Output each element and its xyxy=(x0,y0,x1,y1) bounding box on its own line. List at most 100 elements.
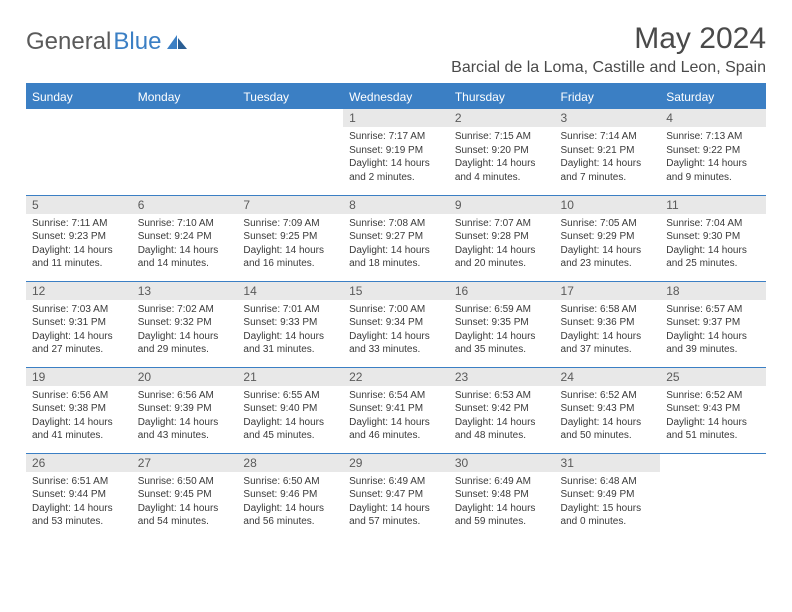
day-header-cell: Friday xyxy=(555,84,661,109)
day-info: Sunrise: 6:56 AMSunset: 9:38 PMDaylight:… xyxy=(32,389,126,443)
day-header-cell: Monday xyxy=(132,84,238,109)
day-info: Sunrise: 7:17 AMSunset: 9:19 PMDaylight:… xyxy=(349,130,443,184)
day-cell: 8 Sunrise: 7:08 AMSunset: 9:27 PMDaylight… xyxy=(343,195,449,281)
day-number: 16 xyxy=(449,282,555,300)
day-number: 18 xyxy=(660,282,766,300)
title-block: May 2024 Barcial de la Loma, Castille an… xyxy=(451,22,766,77)
day-cell: 5Sunrise: 7:11 AMSunset: 9:23 PMDaylight… xyxy=(26,195,132,281)
day-info: Sunrise: 6:49 AMSunset: 9:47 PMDaylight:… xyxy=(349,475,443,529)
day-cell: 23Sunrise: 6:53 AMSunset: 9:42 PMDayligh… xyxy=(449,367,555,453)
day-info: Sunrise: 6:56 AMSunset: 9:39 PMDaylight:… xyxy=(138,389,232,443)
week-row: 19 Sunrise: 6:56 AMSunset: 9:38 PMDayligh… xyxy=(26,367,766,453)
day-number: 12 xyxy=(26,282,132,300)
day-number: 30 xyxy=(449,454,555,472)
month-title: May 2024 xyxy=(451,22,766,56)
day-cell: 27Sunrise: 6:50 AMSunset: 9:45 PMDayligh… xyxy=(132,453,238,539)
day-cell xyxy=(660,453,766,539)
day-number: 8 xyxy=(343,196,449,214)
day-cell: 19 Sunrise: 6:56 AMSunset: 9:38 PMDayligh… xyxy=(26,367,132,453)
day-number: 13 xyxy=(132,282,238,300)
brand-part2: Blue xyxy=(113,28,161,56)
day-info: Sunrise: 7:13 AMSunset: 9:22 PMDaylight:… xyxy=(666,130,760,184)
day-number: 10 xyxy=(555,196,661,214)
day-cell: 22 Sunrise: 6:54 AMSunset: 9:41 PMDayligh… xyxy=(343,367,449,453)
day-header-cell: Sunday xyxy=(26,84,132,109)
day-info: Sunrise: 7:07 AMSunset: 9:28 PMDaylight:… xyxy=(455,217,549,271)
day-cell: 11 Sunrise: 7:04 AMSunset: 9:30 PMDayligh… xyxy=(660,195,766,281)
day-cell: 16 Sunrise: 6:59 AMSunset: 9:35 PMDayligh… xyxy=(449,281,555,367)
day-number: 24 xyxy=(555,368,661,386)
day-info: Sunrise: 6:58 AMSunset: 9:36 PMDaylight:… xyxy=(561,303,655,357)
location: Barcial de la Loma, Castille and Leon, S… xyxy=(451,59,766,77)
day-cell: 24 Sunrise: 6:52 AMSunset: 9:43 PMDayligh… xyxy=(555,367,661,453)
day-header-cell: Tuesday xyxy=(237,84,343,109)
day-number: 22 xyxy=(343,368,449,386)
day-header-cell: Wednesday xyxy=(343,84,449,109)
day-header-cell: Saturday xyxy=(660,84,766,109)
week-row: 5Sunrise: 7:11 AMSunset: 9:23 PMDaylight… xyxy=(26,195,766,281)
day-number: 19 xyxy=(26,368,132,386)
day-info: Sunrise: 6:55 AMSunset: 9:40 PMDaylight:… xyxy=(243,389,337,443)
day-cell: 25 Sunrise: 6:52 AMSunset: 9:43 PMDayligh… xyxy=(660,367,766,453)
day-info: Sunrise: 7:05 AMSunset: 9:29 PMDaylight:… xyxy=(561,217,655,271)
day-number: 25 xyxy=(660,368,766,386)
brand-part1: General xyxy=(26,28,111,56)
day-cell: 2 Sunrise: 7:15 AMSunset: 9:20 PMDaylight… xyxy=(449,109,555,195)
week-row: 26 Sunrise: 6:51 AMSunset: 9:44 PMDayligh… xyxy=(26,453,766,539)
day-info: Sunrise: 6:59 AMSunset: 9:35 PMDaylight:… xyxy=(455,303,549,357)
day-cell xyxy=(132,109,238,195)
day-cell: 21 Sunrise: 6:55 AMSunset: 9:40 PMDayligh… xyxy=(237,367,343,453)
day-info: Sunrise: 6:52 AMSunset: 9:43 PMDaylight:… xyxy=(561,389,655,443)
day-info: Sunrise: 7:02 AMSunset: 9:32 PMDaylight:… xyxy=(138,303,232,357)
calendar-table: SundayMondayTuesdayWednesdayThursdayFrid… xyxy=(26,83,766,539)
day-info: Sunrise: 7:14 AMSunset: 9:21 PMDaylight:… xyxy=(561,130,655,184)
day-info: Sunrise: 7:00 AMSunset: 9:34 PMDaylight:… xyxy=(349,303,443,357)
day-info: Sunrise: 6:51 AMSunset: 9:44 PMDaylight:… xyxy=(32,475,126,529)
day-info: Sunrise: 7:01 AMSunset: 9:33 PMDaylight:… xyxy=(243,303,337,357)
sail-icon xyxy=(165,33,189,51)
week-row: 1 Sunrise: 7:17 AMSunset: 9:19 PMDaylight… xyxy=(26,109,766,195)
day-number: 5 xyxy=(26,196,132,214)
day-number: 11 xyxy=(660,196,766,214)
day-cell: 29 Sunrise: 6:49 AMSunset: 9:47 PMDayligh… xyxy=(343,453,449,539)
day-number: 6 xyxy=(132,196,238,214)
day-info: Sunrise: 7:15 AMSunset: 9:20 PMDaylight:… xyxy=(455,130,549,184)
calendar-body: 1 Sunrise: 7:17 AMSunset: 9:19 PMDaylight… xyxy=(26,109,766,539)
day-number: 17 xyxy=(555,282,661,300)
day-cell: 30 Sunrise: 6:49 AMSunset: 9:48 PMDayligh… xyxy=(449,453,555,539)
week-row: 12Sunrise: 7:03 AMSunset: 9:31 PMDayligh… xyxy=(26,281,766,367)
day-number: 23 xyxy=(449,368,555,386)
day-number: 31 xyxy=(555,454,661,472)
day-info: Sunrise: 6:50 AMSunset: 9:45 PMDaylight:… xyxy=(138,475,232,529)
day-header-cell: Thursday xyxy=(449,84,555,109)
day-cell: 7 Sunrise: 7:09 AMSunset: 9:25 PMDaylight… xyxy=(237,195,343,281)
day-cell xyxy=(237,109,343,195)
day-number: 3 xyxy=(555,109,661,127)
day-cell: 15Sunrise: 7:00 AMSunset: 9:34 PMDayligh… xyxy=(343,281,449,367)
day-cell: 9Sunrise: 7:07 AMSunset: 9:28 PMDaylight… xyxy=(449,195,555,281)
day-number: 2 xyxy=(449,109,555,127)
day-number: 4 xyxy=(660,109,766,127)
day-info: Sunrise: 6:52 AMSunset: 9:43 PMDaylight:… xyxy=(666,389,760,443)
day-cell: 10 Sunrise: 7:05 AMSunset: 9:29 PMDayligh… xyxy=(555,195,661,281)
day-info: Sunrise: 6:54 AMSunset: 9:41 PMDaylight:… xyxy=(349,389,443,443)
day-number: 26 xyxy=(26,454,132,472)
day-cell: 12Sunrise: 7:03 AMSunset: 9:31 PMDayligh… xyxy=(26,281,132,367)
day-cell: 17 Sunrise: 6:58 AMSunset: 9:36 PMDayligh… xyxy=(555,281,661,367)
day-info: Sunrise: 7:08 AMSunset: 9:27 PMDaylight:… xyxy=(349,217,443,271)
day-cell: 4 Sunrise: 7:13 AMSunset: 9:22 PMDaylight… xyxy=(660,109,766,195)
day-info: Sunrise: 7:10 AMSunset: 9:24 PMDaylight:… xyxy=(138,217,232,271)
day-info: Sunrise: 7:04 AMSunset: 9:30 PMDaylight:… xyxy=(666,217,760,271)
day-cell: 1 Sunrise: 7:17 AMSunset: 9:19 PMDaylight… xyxy=(343,109,449,195)
day-info: Sunrise: 6:57 AMSunset: 9:37 PMDaylight:… xyxy=(666,303,760,357)
day-number: 7 xyxy=(237,196,343,214)
day-number: 21 xyxy=(237,368,343,386)
day-cell: 28Sunrise: 6:50 AMSunset: 9:46 PMDayligh… xyxy=(237,453,343,539)
day-header-row: SundayMondayTuesdayWednesdayThursdayFrid… xyxy=(26,84,766,109)
day-number: 14 xyxy=(237,282,343,300)
day-cell: 31Sunrise: 6:48 AMSunset: 9:49 PMDayligh… xyxy=(555,453,661,539)
day-number: 29 xyxy=(343,454,449,472)
day-info: Sunrise: 7:09 AMSunset: 9:25 PMDaylight:… xyxy=(243,217,337,271)
day-info: Sunrise: 6:49 AMSunset: 9:48 PMDaylight:… xyxy=(455,475,549,529)
day-number: 1 xyxy=(343,109,449,127)
